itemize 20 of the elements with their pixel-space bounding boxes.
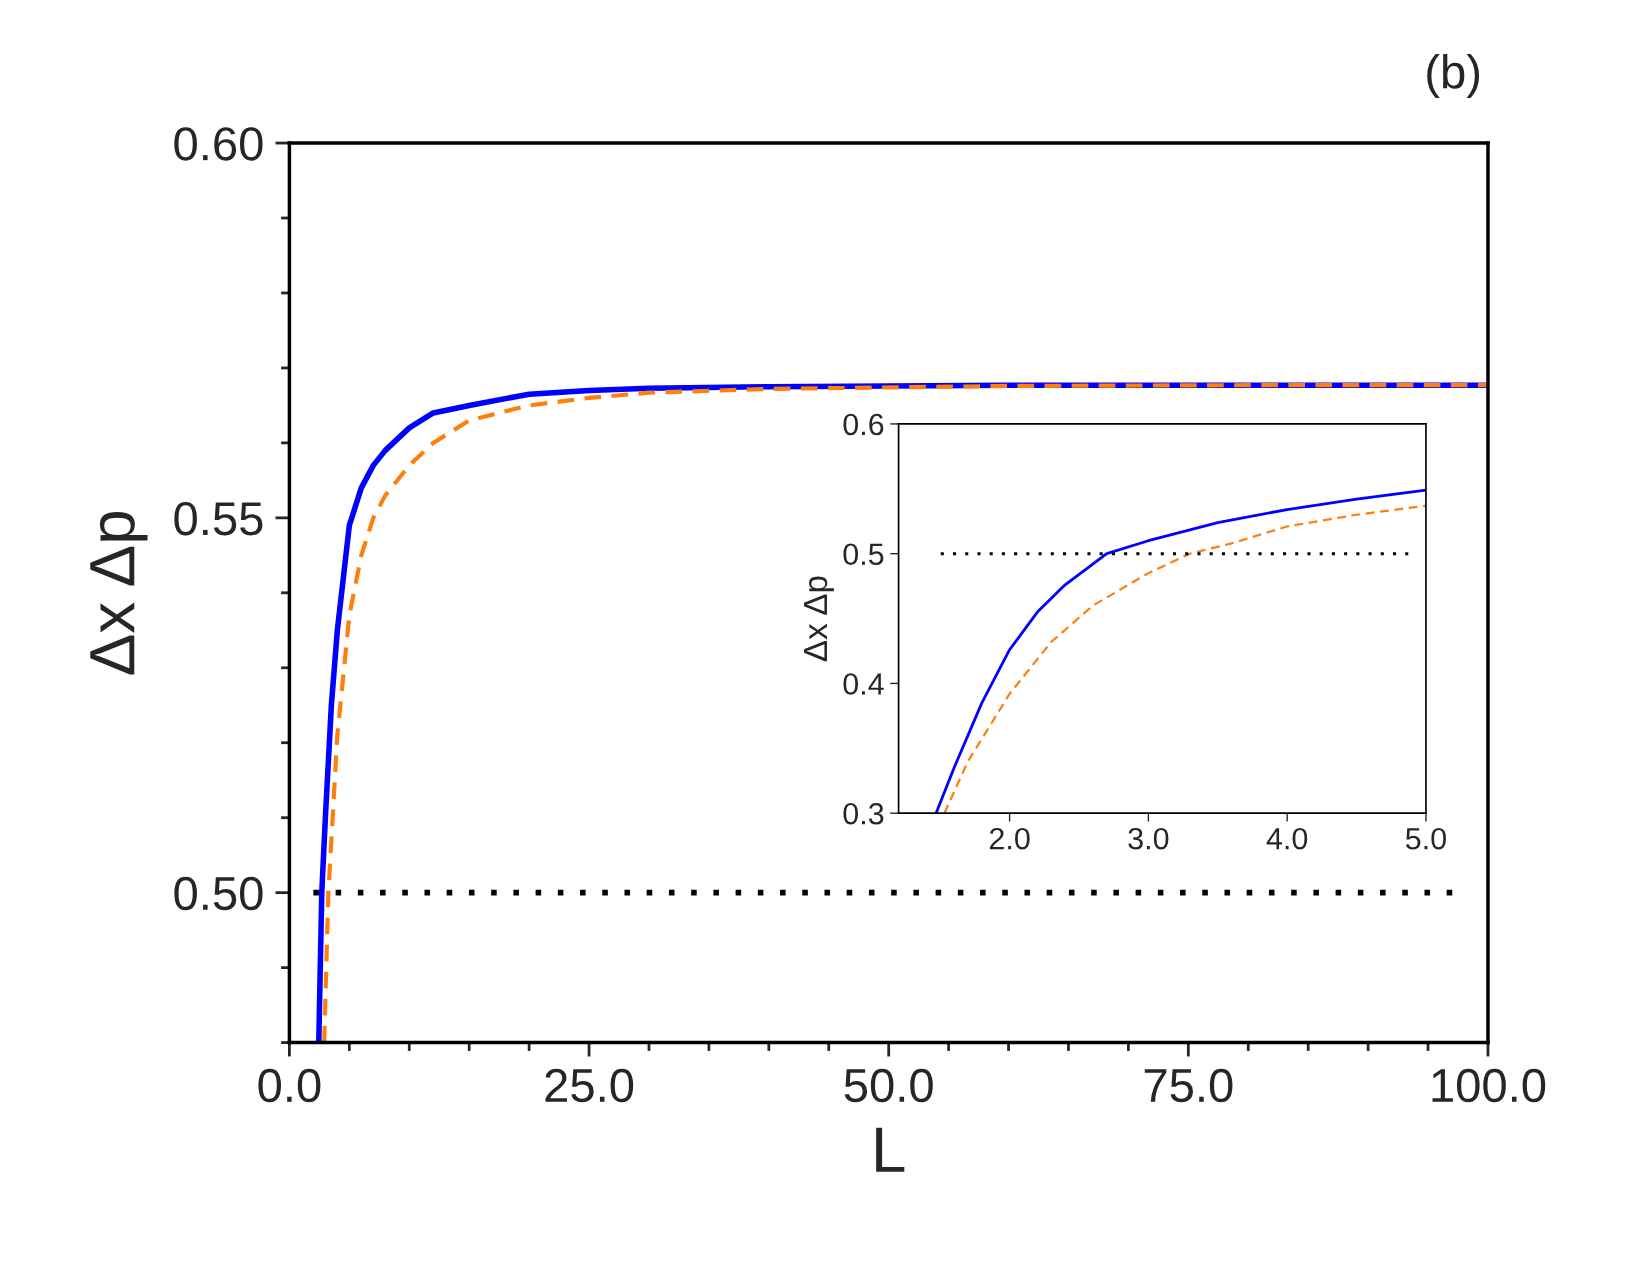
- x-tick-label: 100.0: [1432, 1068, 1546, 1103]
- x-tick-label: 4.0: [1266, 827, 1308, 850]
- x-tick-label: 3.0: [1128, 827, 1169, 850]
- y-axis-title: Δx Δp: [90, 511, 148, 675]
- x-tick-label: 5.0: [1405, 827, 1446, 850]
- y-tick-label: 0.4: [843, 673, 884, 695]
- x-tick-label: 75.0: [1144, 1068, 1233, 1103]
- y-tick-label: 0.55: [174, 501, 263, 536]
- text: (b): [1427, 54, 1480, 99]
- x-tick-label: 25.0: [545, 1068, 634, 1103]
- y-tick-label: 0.5: [843, 543, 884, 566]
- y-tick-label: 0.6: [843, 413, 884, 436]
- y-axis-title: Δx Δp: [804, 576, 834, 662]
- x-tick-label: 2.0: [989, 827, 1030, 850]
- y-tick-label: 0.60: [174, 127, 263, 161]
- y-tick-label: 0.50: [174, 876, 263, 911]
- y-tick-label: 0.3: [843, 802, 884, 825]
- x-tick-label: 50.0: [844, 1068, 933, 1103]
- x-tick-label: 0.0: [258, 1068, 321, 1103]
- x-axis-title: L: [876, 1127, 905, 1172]
